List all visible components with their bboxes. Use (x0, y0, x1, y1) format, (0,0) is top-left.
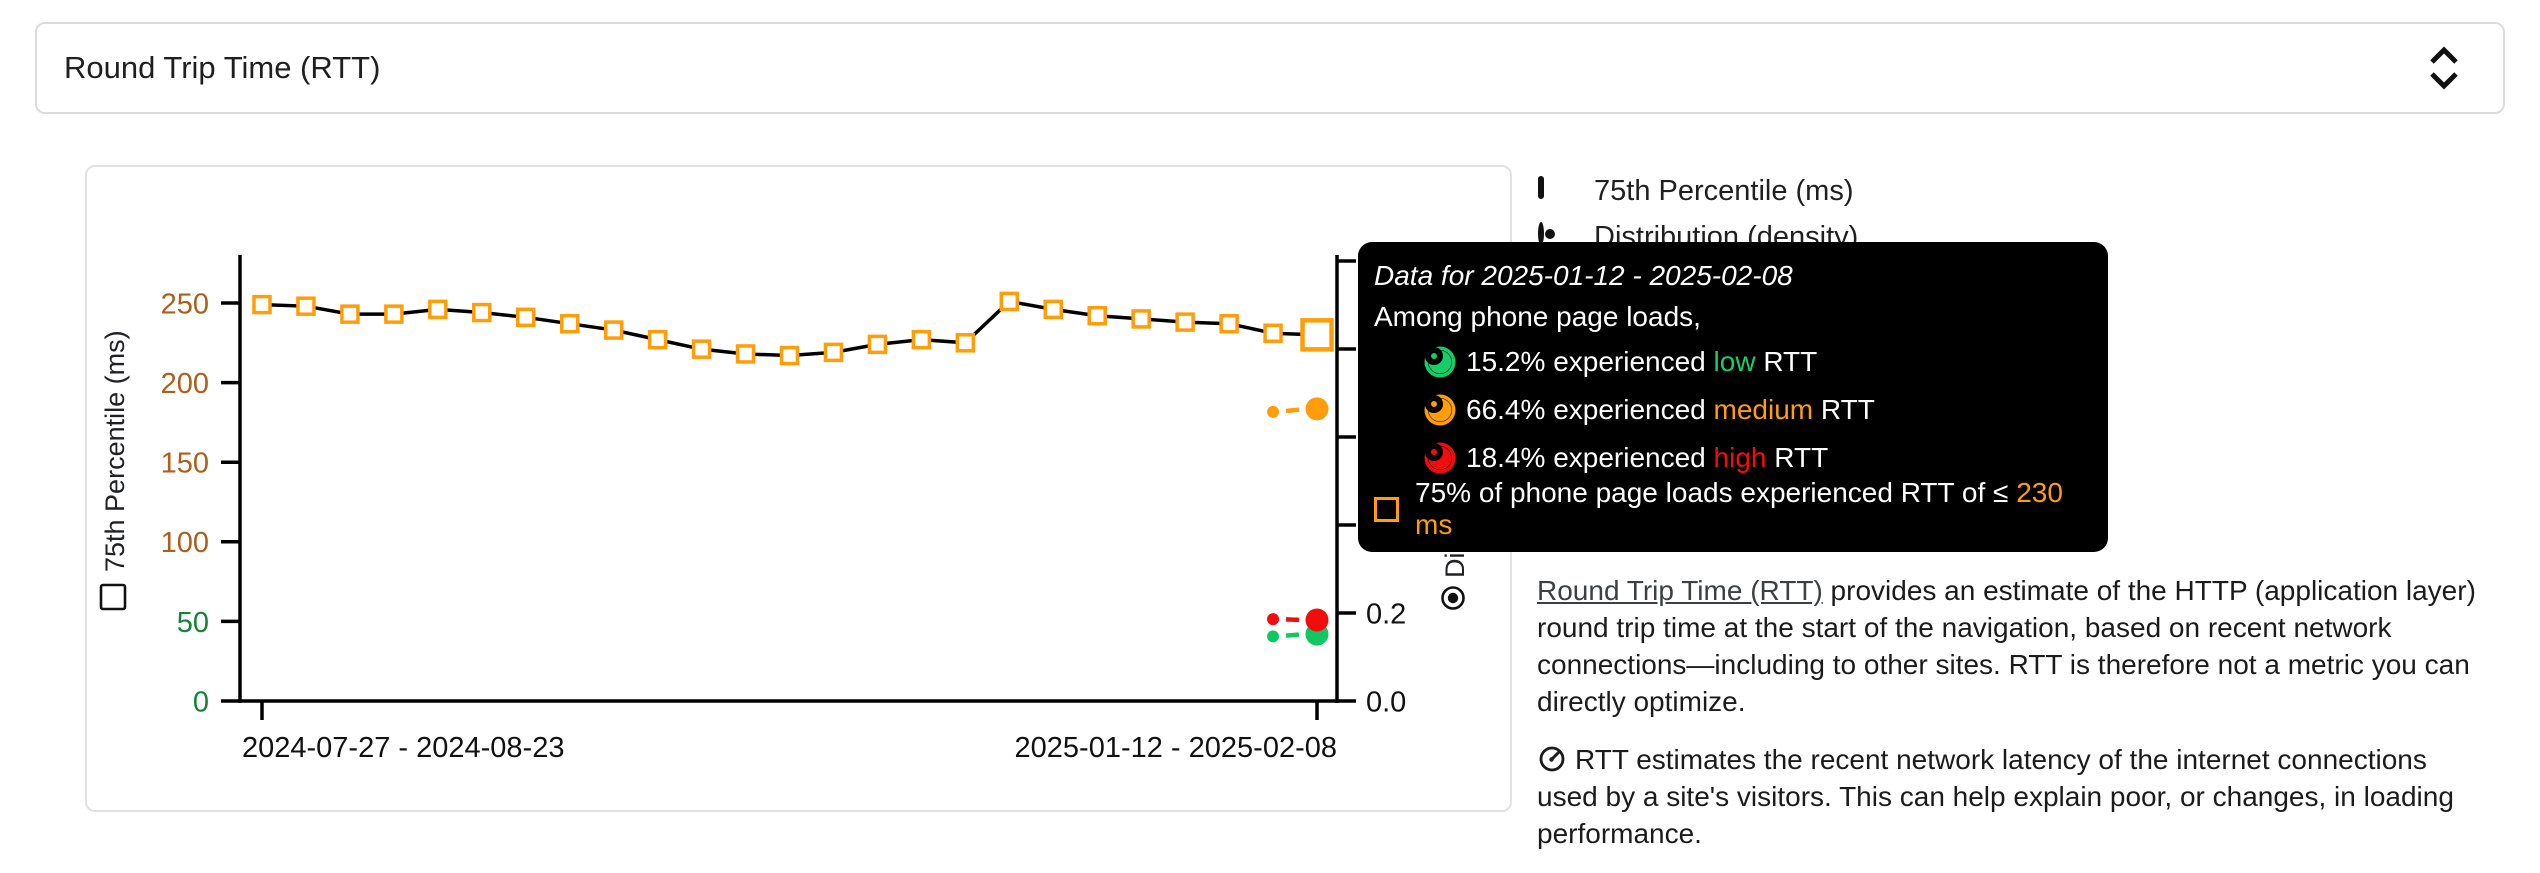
density-point-selected (1306, 397, 1329, 420)
unfold-more-icon (2425, 45, 2463, 91)
percentile-checkbox[interactable] (1538, 176, 1544, 199)
tooltip-row-medium: 66.4% experienced medium RTT (1374, 386, 2092, 434)
low-density-dot-icon (1428, 350, 1452, 374)
tooltip-row-high: 18.4% experienced high RTT (1374, 434, 2092, 482)
percentile-point (650, 332, 666, 348)
percentile-point (342, 306, 358, 322)
tooltip-row-percentile: 75% of phone page loads experienced RTT … (1374, 482, 2092, 536)
rtt-timeseries-chart[interactable]: 0 50 100 150 200 250 0.0 0.2 2024-07-27 - 2024-0… (85, 165, 1512, 812)
percentile-point (825, 344, 841, 360)
legend-row-percentile: 75th Percentile (ms) (1538, 168, 1858, 214)
density-point-selected (1306, 609, 1329, 632)
percentile-point (738, 346, 754, 362)
tooltip-date-range: Data for 2025-01-12 - 2025-02-08 (1374, 256, 2092, 296)
percentile-point (694, 341, 710, 357)
percentile-point (1001, 293, 1017, 309)
percentile-square-icon (1374, 497, 1399, 522)
metric-description: Round Trip Time (RTT) provides an estima… (1537, 572, 2477, 873)
y-tick-label: 200 (161, 368, 209, 400)
percentile-point (562, 316, 578, 332)
high-density-series (1267, 609, 1328, 632)
percentile-point (1133, 311, 1149, 327)
tooltip-subtitle: Among phone page loads, (1374, 296, 2092, 338)
y-tick-label: 250 (161, 288, 209, 320)
metric-selector[interactable]: Round Trip Time (RTT) (35, 22, 2505, 114)
metric-selector-value: Round Trip Time (RTT) (64, 50, 380, 86)
tooltip-row-low: 15.2% experienced low RTT (1374, 338, 2092, 386)
medium-density-dot-icon (1428, 398, 1452, 422)
left-axis-label: 75th Percentile (ms) (100, 330, 130, 609)
checkbox-glyph-icon (101, 585, 125, 609)
rtt-doc-link[interactable]: Round Trip Time (RTT) (1537, 575, 1823, 606)
y-tick-label: 150 (161, 448, 209, 480)
svg-text:75th Percentile (ms): 75th Percentile (ms) (100, 330, 130, 572)
percentile-point (1221, 316, 1237, 332)
percentile-point (782, 348, 798, 364)
percentile-point (1045, 301, 1061, 317)
x-tick-label: 2025-01-12 - 2025-02-08 (1015, 732, 1337, 764)
percentile-point (957, 335, 973, 351)
medium-density-series (1267, 397, 1328, 420)
percentile-point (474, 305, 490, 321)
right-y-tick-label: 0.0 (1366, 686, 1406, 718)
gauge-icon (1537, 743, 1567, 773)
percentile-point (1177, 314, 1193, 330)
y-tick-label: 50 (177, 607, 209, 639)
percentile-legend-label: 75th Percentile (ms) (1594, 175, 1854, 208)
percentile-point (606, 322, 622, 338)
percentile-point (1089, 308, 1105, 324)
percentile-point (386, 306, 402, 322)
percentile-point (430, 301, 446, 317)
y-tick-label: 100 (161, 527, 209, 559)
percentile-point (913, 332, 929, 348)
rtt-insight-paragraph: RTT estimates the recent network latency… (1537, 741, 2477, 852)
x-tick-label: 2024-07-27 - 2024-08-23 (242, 732, 564, 764)
right-y-tick-label: 0.2 (1366, 598, 1406, 630)
percentile-point (518, 309, 534, 325)
percentile-point (869, 336, 885, 352)
data-point-tooltip: Data for 2025-01-12 - 2025-02-08 Among p… (1358, 242, 2108, 552)
percentile-point (1265, 325, 1281, 341)
percentile-point (298, 298, 314, 314)
rtt-definition-paragraph: Round Trip Time (RTT) provides an estima… (1537, 572, 2477, 720)
percentile-point (254, 297, 270, 313)
percentile-point-selected (1303, 320, 1332, 349)
y-tick-label: 0 (193, 686, 209, 718)
high-density-dot-icon (1428, 446, 1452, 470)
